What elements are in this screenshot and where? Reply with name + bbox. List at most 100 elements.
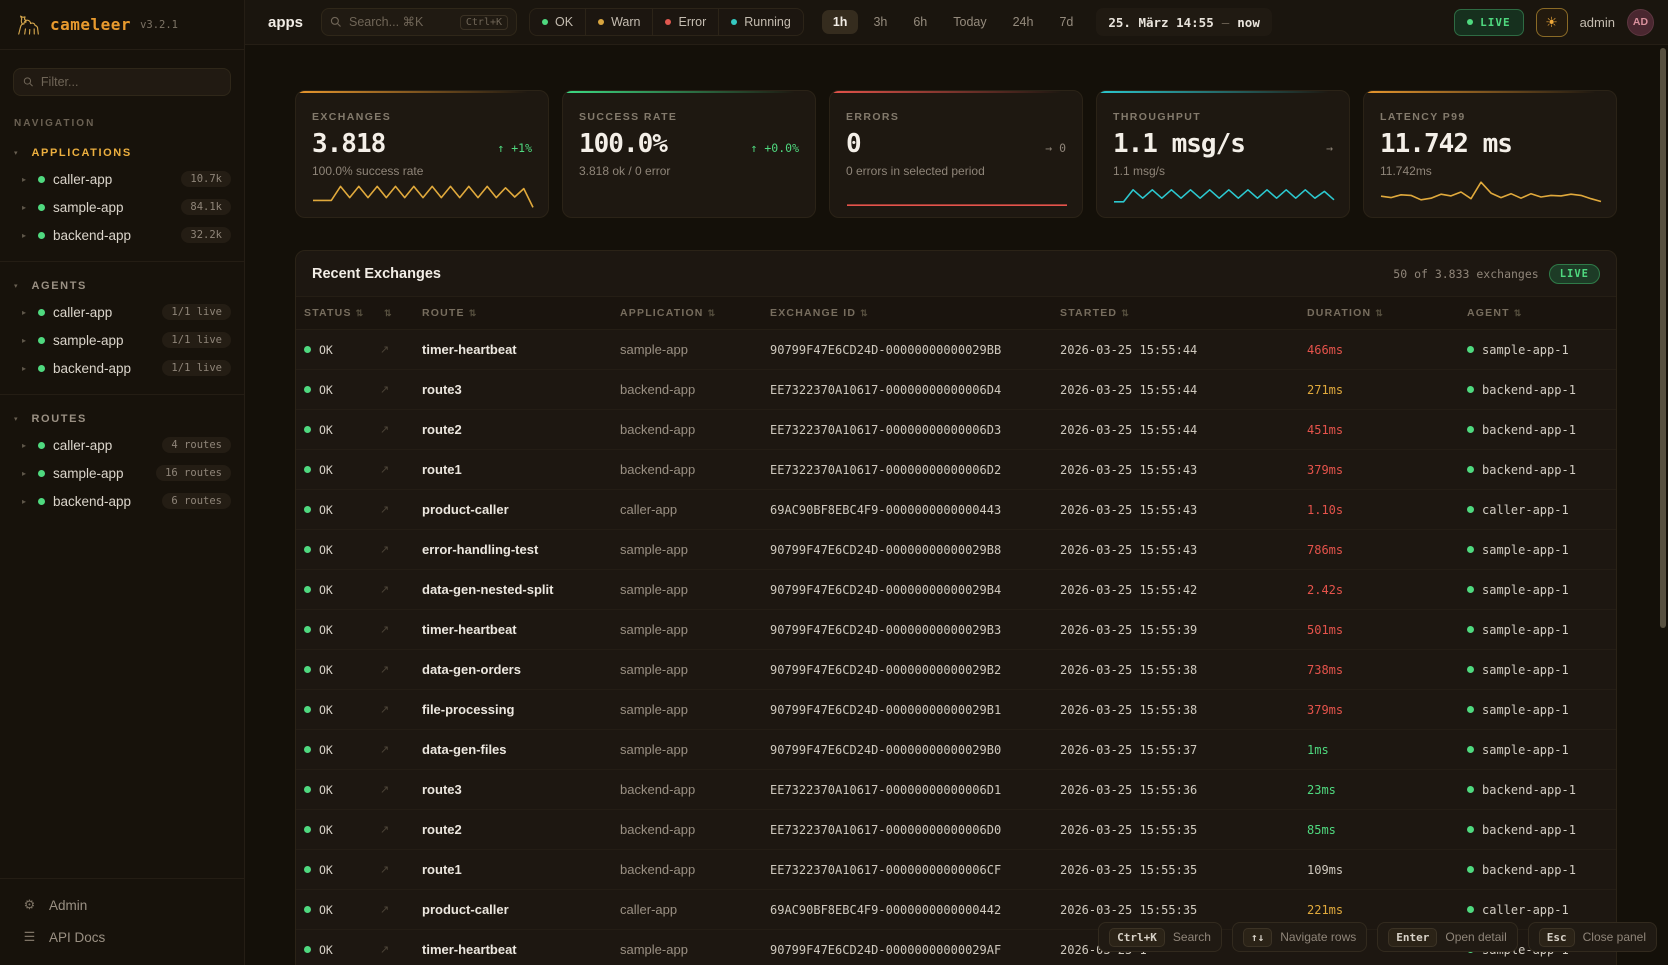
ok-status-dot [304, 826, 311, 833]
open-detail-arrow-icon[interactable]: ↗ [380, 704, 390, 716]
application-cell: sample-app [620, 342, 688, 357]
status-filter[interactable]: OK [530, 9, 585, 35]
sidebar-item[interactable]: ▸ sample-app 84.1k [0, 193, 244, 221]
table-row[interactable]: OK ↗ error-handling-test sample-app 9079… [296, 530, 1616, 570]
application-cell: backend-app [620, 822, 696, 837]
status-cell: OK [304, 623, 380, 637]
status-filter-label: Warn [611, 15, 641, 29]
open-detail-arrow-icon[interactable]: ↗ [380, 464, 390, 476]
sidebar-section-header[interactable]: ▾ APPLICATIONS [0, 143, 244, 165]
column-header[interactable]: AGENT ⇅ [1467, 307, 1523, 319]
sidebar-item[interactable]: ▸ backend-app 6 routes [0, 487, 244, 515]
open-detail-arrow-icon[interactable]: ↗ [380, 664, 390, 676]
open-detail-arrow-icon[interactable]: ↗ [380, 584, 390, 596]
time-range-button[interactable]: 1h [821, 10, 859, 34]
open-detail-arrow-icon[interactable]: ↗ [380, 944, 390, 956]
agent-cell: sample-app-1 [1467, 543, 1616, 557]
column-header[interactable]: ROUTE ⇅ [422, 307, 478, 319]
theme-toggle-button[interactable]: ☀ [1535, 7, 1568, 37]
search-input[interactable] [349, 15, 440, 29]
time-range-button[interactable]: 3h [873, 15, 888, 29]
exchange-id-cell: EE7322370A10617-00000000000006CF [770, 862, 1002, 877]
shortcut-key: ↑↓ [1242, 927, 1273, 947]
global-search[interactable]: Ctrl+K [321, 8, 518, 36]
open-detail-arrow-icon[interactable]: ↗ [380, 544, 390, 556]
stat-card-value: 1.1 msg/s [1113, 129, 1246, 159]
live-toggle-button[interactable]: LIVE [1454, 8, 1524, 36]
sidebar-item[interactable]: ▸ sample-app 16 routes [0, 459, 244, 487]
column-header[interactable]: ⇅ [380, 307, 422, 319]
open-detail-arrow-icon[interactable]: ↗ [380, 624, 390, 636]
sidebar-item[interactable]: ▸ caller-app 10.7k [0, 165, 244, 193]
open-detail-arrow-icon[interactable]: ↗ [380, 784, 390, 796]
column-header[interactable]: DURATION ⇅ [1307, 307, 1384, 319]
sidebar-filter[interactable] [13, 68, 231, 96]
table-row[interactable]: OK ↗ data-gen-orders sample-app 90799F47… [296, 650, 1616, 690]
sidebar-item[interactable]: ▸ caller-app 1/1 live [0, 298, 244, 326]
sidebar-section-header[interactable]: ▾ ROUTES [0, 409, 244, 431]
table-row[interactable]: OK ↗ route3 backend-app EE7322370A10617-… [296, 770, 1616, 810]
sidebar: cameleer v3.2.1 NAVIGATION ▾ APPLICATION… [0, 0, 245, 965]
time-range-button[interactable]: 24h [1012, 15, 1034, 29]
agent-status-dot [1467, 346, 1474, 353]
duration-cell: 466ms [1307, 342, 1344, 357]
date-range-pill[interactable]: 25. März 14:55 — now [1096, 8, 1272, 36]
open-detail-arrow-icon[interactable]: ↗ [380, 504, 390, 516]
column-header[interactable]: STARTED ⇅ [1060, 307, 1130, 319]
duration-cell: 501ms [1307, 622, 1344, 637]
avatar[interactable]: AD [1627, 8, 1654, 36]
stat-card: SUCCESS RATE 100.0% ↑ +0.0% 3.818 ok / 0… [562, 90, 816, 218]
table-row[interactable]: OK ↗ timer-heartbeat sample-app 90799F47… [296, 930, 1616, 965]
status-filter[interactable]: Error [652, 9, 718, 35]
sidebar-item-api-docs[interactable]: ☰ API Docs [0, 921, 244, 953]
status-filter[interactable]: Warn [585, 9, 652, 35]
sidebar-section-header[interactable]: ▾ AGENTS [0, 276, 244, 298]
duration-cell: 738ms [1307, 662, 1344, 677]
stat-card-title: ERRORS [846, 111, 900, 123]
table-row[interactable]: OK ↗ file-processing sample-app 90799F47… [296, 690, 1616, 730]
open-detail-arrow-icon[interactable]: ↗ [380, 864, 390, 876]
scrollbar-thumb[interactable] [1660, 48, 1666, 628]
table-row[interactable]: OK ↗ route1 backend-app EE7322370A10617-… [296, 450, 1616, 490]
time-range-button[interactable]: Today [953, 15, 987, 29]
open-detail-arrow-icon[interactable]: ↗ [380, 424, 390, 436]
table-row[interactable]: OK ↗ route3 backend-app EE7322370A10617-… [296, 370, 1616, 410]
open-detail-arrow-icon[interactable]: ↗ [380, 824, 390, 836]
table-row[interactable]: OK ↗ data-gen-nested-split sample-app 90… [296, 570, 1616, 610]
application-cell: backend-app [620, 462, 696, 477]
open-detail-arrow-icon[interactable]: ↗ [380, 384, 390, 396]
open-detail-arrow-icon[interactable]: ↗ [380, 344, 390, 356]
shortcut-key: Enter [1388, 927, 1438, 947]
table-row[interactable]: OK ↗ route2 backend-app EE7322370A10617-… [296, 410, 1616, 450]
started-cell: 2026-03-25 15:55:43 [1060, 462, 1198, 477]
column-header[interactable]: APPLICATION ⇅ [620, 307, 717, 319]
time-range-button[interactable]: 6h [913, 15, 928, 29]
sidebar-footer: ⚙ Admin ☰ API Docs [0, 878, 244, 965]
table-row[interactable]: OK ↗ timer-heartbeat sample-app 90799F47… [296, 330, 1616, 370]
table-row[interactable]: OK ↗ timer-heartbeat sample-app 90799F47… [296, 610, 1616, 650]
sidebar-item[interactable]: ▸ sample-app 1/1 live [0, 326, 244, 354]
table-row[interactable]: OK ↗ route1 backend-app EE7322370A10617-… [296, 850, 1616, 890]
sidebar-item-admin[interactable]: ⚙ Admin [0, 889, 244, 921]
table-row[interactable]: OK ↗ product-caller caller-app 69AC90BF8… [296, 890, 1616, 930]
sidebar-item[interactable]: ▸ caller-app 4 routes [0, 431, 244, 459]
column-header[interactable]: EXCHANGE ID ⇅ [770, 307, 869, 319]
ok-status-dot [304, 546, 311, 553]
column-header[interactable]: STATUS ⇅ [304, 307, 365, 319]
open-detail-arrow-icon[interactable]: ↗ [380, 904, 390, 916]
duration-cell: 23ms [1307, 782, 1336, 797]
status-dot [38, 469, 45, 477]
time-range-button[interactable]: 7d [1059, 15, 1074, 29]
filter-input[interactable] [40, 75, 221, 89]
table-row[interactable]: OK ↗ route2 backend-app EE7322370A10617-… [296, 810, 1616, 850]
chevron-down-icon: ▾ [14, 416, 18, 423]
sidebar-item[interactable]: ▸ backend-app 1/1 live [0, 354, 244, 382]
context-label: apps [268, 13, 304, 31]
sidebar-item[interactable]: ▸ backend-app 32.2k [0, 221, 244, 249]
shortcut-hint: Enter Open detail [1377, 922, 1518, 952]
status-filter-dot [731, 19, 738, 25]
status-filter[interactable]: Running [718, 9, 803, 35]
table-row[interactable]: OK ↗ product-caller caller-app 69AC90BF8… [296, 490, 1616, 530]
table-row[interactable]: OK ↗ data-gen-files sample-app 90799F47E… [296, 730, 1616, 770]
open-detail-arrow-icon[interactable]: ↗ [380, 744, 390, 756]
